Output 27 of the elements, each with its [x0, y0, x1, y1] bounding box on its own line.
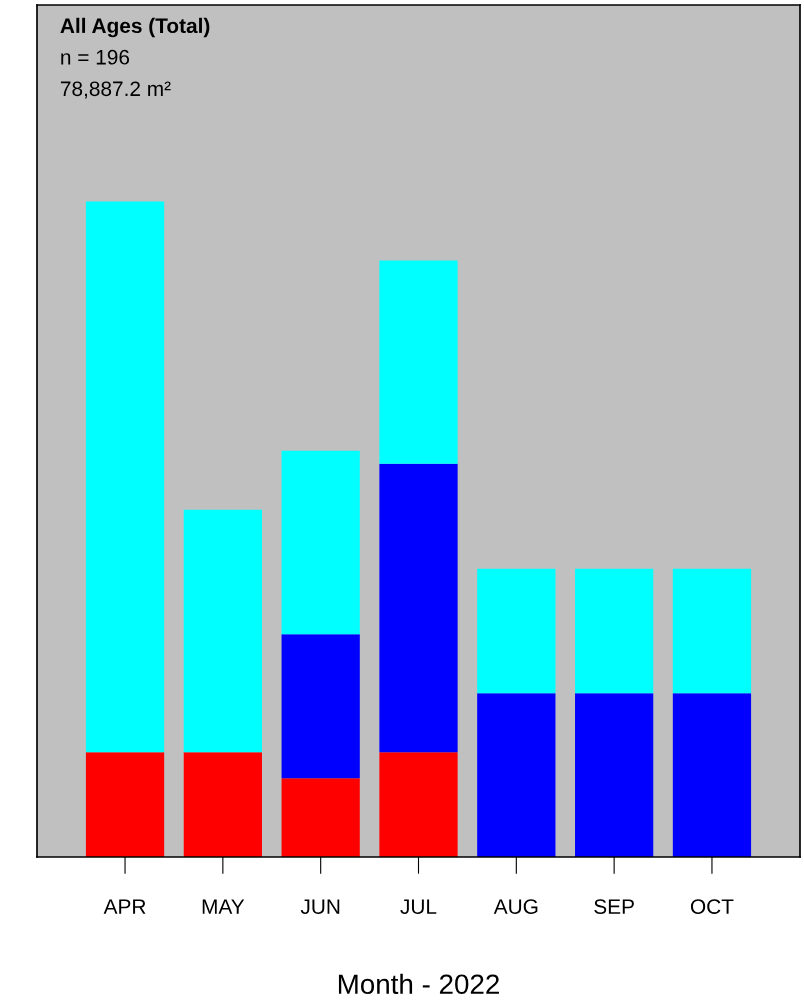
x-tick-label: JUN — [300, 899, 340, 914]
chart-title: All Ages (Total) — [60, 17, 210, 38]
bar — [379, 260, 458, 464]
bar — [85, 201, 165, 753]
text: 78,887.2 m² — [60, 81, 171, 99]
bar — [183, 509, 262, 753]
bar — [379, 752, 458, 857]
x-tick-label: OCT — [690, 899, 734, 914]
bar — [672, 693, 752, 857]
bar — [183, 752, 262, 857]
bar — [281, 450, 360, 635]
bar — [477, 693, 556, 857]
bar — [575, 568, 654, 694]
x-axis-title: Month - 2022 — [338, 973, 499, 995]
x-tick-label: MAY — [202, 899, 245, 914]
x-tick-label: AUG — [493, 899, 538, 914]
bar — [281, 634, 360, 779]
bar — [281, 778, 360, 857]
x-tick-label: JUL — [400, 899, 437, 914]
bar — [379, 463, 458, 753]
text: n = 196 — [61, 49, 130, 65]
bar — [575, 693, 654, 857]
x-tick-label: SEP — [594, 899, 634, 914]
bar — [85, 752, 165, 857]
bar — [477, 568, 556, 694]
x-tick-label: APR — [103, 899, 146, 914]
bar — [672, 568, 752, 694]
